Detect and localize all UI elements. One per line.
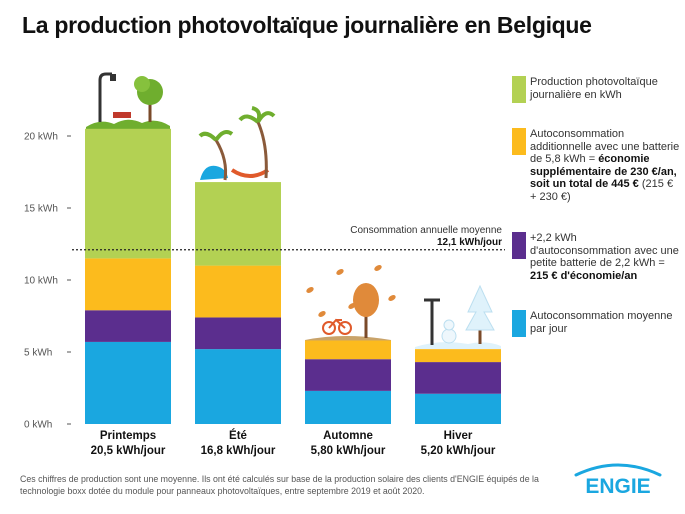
- falling-leaf-icon: [306, 287, 314, 293]
- bar-segment-self-consumption: [305, 390, 391, 424]
- palm-leaves-icon: [238, 106, 276, 124]
- legend-swatch-production: [512, 76, 526, 103]
- bar-segment-production: [195, 182, 281, 266]
- legend-label-battery-large-bold: économie supplémentaire de 230 €/an, soi…: [530, 153, 677, 191]
- bar-segment-battery-small: [305, 359, 391, 391]
- legend-swatch-battery-small: [512, 232, 526, 259]
- category-total-label: 16,8 kWh/jour: [201, 445, 276, 457]
- bar-segment-self-consumption: [195, 349, 281, 424]
- bicycle-frame-icon: [328, 318, 346, 329]
- season-illustrations: [86, 72, 501, 349]
- footnote: Ces chiffres de production sont une moye…: [20, 474, 539, 496]
- chart-title: La production photovoltaïque journalière…: [22, 12, 592, 38]
- autumn-tree-crown-icon: [353, 283, 379, 317]
- category-label: Automne: [323, 430, 373, 442]
- category-total-label: 5,80 kWh/jour: [311, 445, 386, 457]
- palm-trunk-icon: [256, 121, 268, 179]
- logo-arc-icon: [574, 463, 662, 477]
- bench-icon: [113, 112, 131, 118]
- y-tick-label: 15 kWh: [24, 204, 58, 215]
- falling-leaf-icon: [336, 269, 344, 275]
- legend-swatch-battery-large: [512, 128, 526, 155]
- category-label: Été: [229, 429, 247, 442]
- legend-swatch-self-consumption: [512, 310, 526, 337]
- bar-segment-battery-large: [195, 265, 281, 318]
- legend-label-production: Production photovoltaïque journalière en…: [530, 76, 658, 101]
- category-total-label: 20,5 kWh/jour: [91, 445, 166, 457]
- bicycle-wheel-icon: [322, 321, 336, 335]
- legend-label-battery-small: +2,2 kWh d'autoconsommation avec une pet…: [530, 232, 679, 270]
- palm-trunk-icon: [214, 139, 228, 181]
- y-tick-label: 10 kWh: [24, 276, 58, 287]
- grass-icon: [86, 119, 170, 129]
- stacked-bar-chart: 0 kWh 5 kWh 10 kWh 15 kWh 20 kWh Consommatio…: [24, 72, 505, 457]
- bar-segment-self-consumption: [85, 341, 171, 424]
- falling-leaf-icon: [388, 295, 396, 301]
- snowy-tree-icon: [465, 284, 495, 331]
- palm-leaves-icon: [198, 130, 234, 142]
- category-label: Hiver: [444, 430, 473, 442]
- legend-item-battery-small: +2,2 kWh d'autoconsommation avec une pet…: [512, 232, 680, 282]
- bar-segment-battery-small: [85, 310, 171, 342]
- legend-label-battery-large: Autoconsommation additionnelle avec une …: [530, 128, 680, 166]
- legend-label-battery-small-bold: 215 € d'économie/an: [530, 269, 638, 282]
- logo-wordmark: ENGIE: [585, 475, 650, 498]
- bar-segment-battery-large: [415, 349, 501, 363]
- hammock-icon: [230, 168, 270, 178]
- bar-segment-battery-large: [305, 340, 391, 360]
- legend-item-self-consumption: Autoconsommation moyenne par jour: [512, 310, 680, 337]
- reference-value: 12,1 kWh/jour: [437, 237, 502, 248]
- tree-crown-icon: [134, 76, 150, 92]
- bar-segment-battery-small: [195, 317, 281, 350]
- category-total-label: 5,20 kWh/jour: [421, 445, 496, 457]
- bar-segment-self-consumption: [415, 393, 501, 424]
- bar-segment-battery-large: [85, 258, 171, 311]
- bar-segment-battery-small: [415, 362, 501, 394]
- category-labels: Printemps 20,5 kWh/jour Été 16,8 kWh/jour Au…: [91, 429, 496, 457]
- bicycle-wheel-icon: [338, 321, 352, 335]
- y-axis: 0 kWh 5 kWh 10 kWh 15 kWh 20 kWh: [24, 132, 71, 431]
- street-lamp-icon: [424, 298, 440, 345]
- legend-label-battery-large-tail: (215 € + 230 €): [530, 178, 674, 203]
- category-label: Printemps: [100, 430, 156, 442]
- y-tick-label: 5 kWh: [24, 348, 52, 359]
- lamp-head-icon: [110, 74, 116, 81]
- street-lamp-icon: [98, 72, 112, 122]
- reference-label: Consommation annuelle moyenne: [350, 225, 502, 236]
- y-tick-label: 20 kWh: [24, 132, 58, 143]
- snowman-icon: [441, 328, 457, 344]
- legend-item-production: Production photovoltaïque journalière en…: [512, 76, 680, 103]
- bar-segment-production: [85, 128, 171, 259]
- y-tick-label: 0 kWh: [24, 420, 52, 431]
- engie-logo: ENGIE: [574, 463, 662, 498]
- wave-icon: [200, 165, 228, 180]
- bars-group: [85, 128, 501, 424]
- falling-leaf-icon: [374, 265, 382, 271]
- legend-item-battery-large: Autoconsommation additionnelle avec une …: [512, 128, 680, 204]
- snowman-head-icon: [443, 319, 455, 331]
- falling-leaf-icon: [318, 311, 326, 317]
- legend-label-self-consumption: Autoconsommation moyenne par jour: [530, 310, 673, 335]
- snow-icon: [415, 342, 501, 349]
